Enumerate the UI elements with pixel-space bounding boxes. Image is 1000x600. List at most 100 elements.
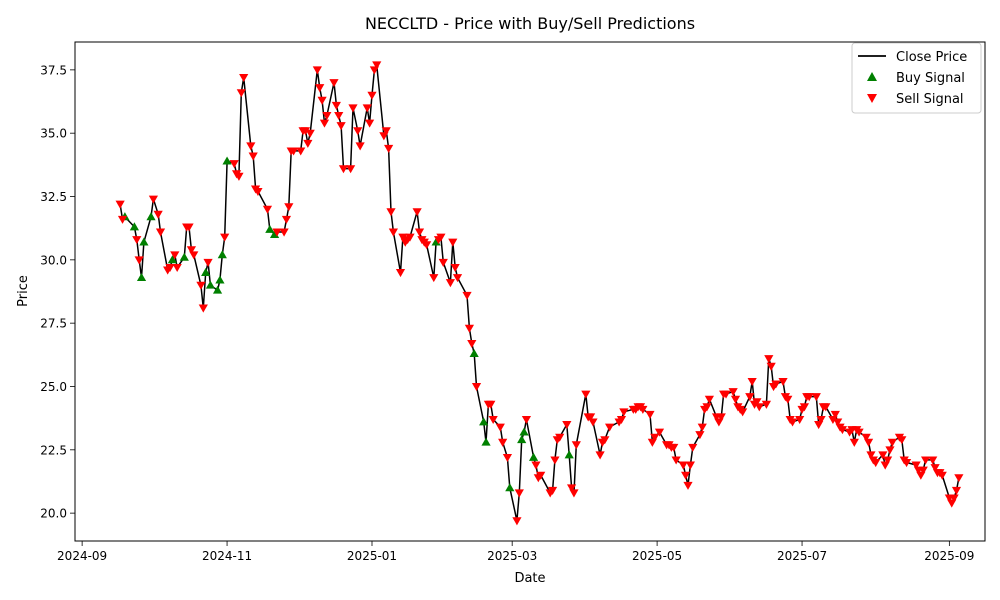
sell-signal-marker xyxy=(331,101,341,110)
sell-signal-marker xyxy=(600,436,610,445)
sell-signal-marker xyxy=(887,438,897,447)
sell-signal-marker xyxy=(928,456,938,465)
sell-signal-marker xyxy=(288,147,299,156)
buy-signal-marker xyxy=(481,437,491,446)
sell-signal-marker xyxy=(747,377,757,387)
sell-signal-marker xyxy=(764,355,774,364)
sell-signal-marker xyxy=(312,66,322,75)
sell-signal-marker xyxy=(234,172,244,181)
sell-signal-marker xyxy=(678,461,688,470)
x-axis: 2024-09 2024-11 2025-01 2025-03 2025-05 2025-… xyxy=(57,541,974,563)
y-tick-label: 32.5 xyxy=(40,190,67,204)
sell-signal-marker xyxy=(512,517,522,526)
sell-signal-marker xyxy=(412,208,422,217)
buy-signal-marker xyxy=(215,275,225,284)
sell-signal-marker xyxy=(445,279,456,288)
sell-signal-marker xyxy=(203,258,213,267)
sell-signal-marker xyxy=(783,395,793,404)
sell-signal-marker xyxy=(148,195,159,204)
y-tick-label: 27.5 xyxy=(40,317,67,331)
sell-signal-marker xyxy=(198,304,208,313)
sell-signal-marker xyxy=(645,410,655,419)
sell-signal-marker xyxy=(638,405,648,414)
sell-signal-marker xyxy=(115,200,125,209)
sell-signal-marker xyxy=(949,494,959,503)
sell-signal-marker xyxy=(348,104,358,113)
sell-signal-marker xyxy=(117,215,128,224)
y-tick-label: 25.0 xyxy=(40,380,67,394)
y-axis-label: Price xyxy=(16,275,31,307)
buy-signal-marker xyxy=(212,285,223,294)
sell-signal-marker xyxy=(897,436,907,445)
sell-signal-marker xyxy=(685,461,695,470)
buy-signal-marker xyxy=(146,212,156,221)
sell-signal-marker xyxy=(697,423,707,432)
legend-buy-triangle-icon xyxy=(867,72,877,81)
sell-signal-marker xyxy=(464,324,475,333)
sell-signal-marker xyxy=(878,451,888,460)
buy-signal-marker xyxy=(517,435,527,444)
sell-signal-marker xyxy=(296,147,306,156)
x-tick-label: 2025-05 xyxy=(632,549,682,563)
sell-signal-marker xyxy=(398,233,408,242)
sell-signal-marker xyxy=(405,233,415,242)
sell-signal-marker xyxy=(901,459,912,468)
sell-signal-marker xyxy=(436,233,446,242)
sell-signal-marker xyxy=(438,258,448,267)
buy-signal-marker xyxy=(129,222,139,231)
sell-signal-marker xyxy=(155,228,166,237)
sell-signal-marker xyxy=(745,393,755,402)
sell-signal-marker xyxy=(830,410,840,419)
sell-signal-marker xyxy=(384,144,394,153)
sell-signal-marker xyxy=(562,421,572,430)
sell-signal-marker xyxy=(495,423,505,432)
sell-signal-marker xyxy=(153,210,163,219)
sell-signal-marker xyxy=(930,464,940,473)
buy-signal-marker xyxy=(136,272,147,282)
chart-title: NECCLTD - Price with Buy/Sell Prediction… xyxy=(365,14,695,33)
sell-signal-marker xyxy=(355,142,365,151)
sell-signal-marker xyxy=(253,187,263,197)
sell-signal-marker xyxy=(220,233,230,242)
x-axis-label: Date xyxy=(514,571,545,586)
y-tick-label: 30.0 xyxy=(40,253,67,267)
sell-signal-marker xyxy=(284,203,294,212)
sell-signal-marker xyxy=(429,274,439,283)
buy-signal-marker xyxy=(479,417,489,426)
sell-signal-marker xyxy=(281,215,292,224)
sell-signal-marker xyxy=(462,291,472,300)
buy-signal-marker xyxy=(205,280,216,289)
sell-signal-marker xyxy=(262,205,273,214)
sell-signal-marker xyxy=(395,269,406,278)
sell-signal-marker xyxy=(550,456,560,465)
sell-signal-marker xyxy=(189,251,199,260)
sell-signal-marker xyxy=(816,415,826,425)
sell-signal-marker xyxy=(422,241,432,250)
sell-signal-marker xyxy=(918,466,928,475)
sell-signal-marker xyxy=(346,165,356,174)
sell-signal-marker xyxy=(588,418,598,427)
sell-signal-marker xyxy=(882,456,893,465)
sell-signal-marker xyxy=(353,127,363,136)
sell-signal-marker xyxy=(272,228,282,237)
sell-signal-marker xyxy=(467,339,477,349)
y-tick-label: 20.0 xyxy=(40,507,67,521)
sell-signal-marker xyxy=(246,142,256,151)
sell-signal-marker xyxy=(581,390,591,399)
sell-signal-marker xyxy=(279,228,289,237)
sell-signal-marker xyxy=(854,428,864,437)
legend-sell-triangle-icon xyxy=(867,94,877,103)
sell-signal-marker xyxy=(414,228,425,237)
sell-signal-marker xyxy=(863,438,874,447)
sell-signal-marker xyxy=(165,263,175,273)
sell-signal-marker xyxy=(336,122,346,131)
sell-signal-marker xyxy=(837,426,848,435)
sell-signal-marker xyxy=(386,208,396,217)
sell-signal-marker xyxy=(761,400,772,409)
sell-signal-marker xyxy=(502,453,513,463)
sell-signal-marker xyxy=(317,96,327,105)
sell-signal-marker xyxy=(811,393,821,402)
sell-signal-marker xyxy=(683,481,693,490)
sell-signal-marker xyxy=(531,461,541,470)
sell-signal-marker xyxy=(471,383,482,392)
